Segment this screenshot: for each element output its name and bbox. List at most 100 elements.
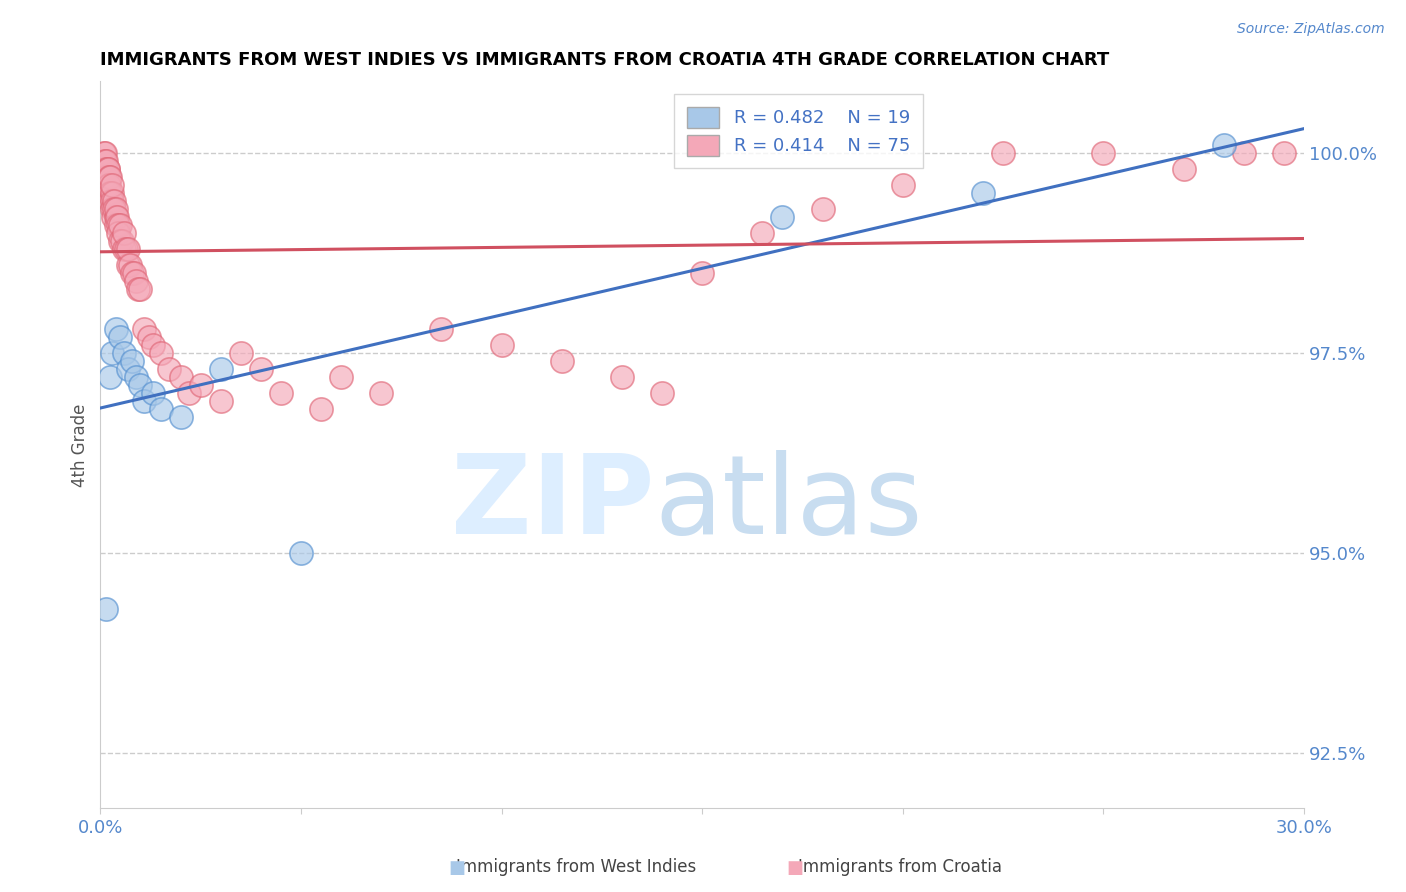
Point — [93, 162, 115, 177]
Point — [134, 322, 156, 336]
Point — [190, 378, 212, 392]
Point — [117, 242, 139, 256]
Point — [96, 170, 118, 185]
Point — [209, 362, 232, 376]
Point — [107, 218, 129, 232]
Point — [1233, 146, 1256, 161]
Point — [149, 346, 172, 360]
Point — [811, 202, 834, 217]
Text: ■: ■ — [786, 859, 803, 877]
Point — [103, 210, 125, 224]
Point — [111, 234, 134, 248]
Point — [91, 162, 114, 177]
Point — [491, 338, 513, 352]
Point — [110, 218, 132, 232]
Text: ■: ■ — [449, 859, 465, 877]
Point — [121, 266, 143, 280]
Point — [115, 242, 138, 256]
Point — [124, 266, 146, 280]
Point — [105, 202, 128, 217]
Point — [100, 194, 122, 209]
Point — [96, 154, 118, 169]
Point — [141, 386, 163, 401]
Point — [97, 186, 120, 201]
Point — [117, 362, 139, 376]
Text: ZIP: ZIP — [451, 450, 654, 557]
Point — [991, 146, 1014, 161]
Point — [94, 154, 117, 169]
Text: Source: ZipAtlas.com: Source: ZipAtlas.com — [1237, 22, 1385, 37]
Point — [112, 226, 135, 240]
Point — [97, 162, 120, 177]
Point — [157, 362, 180, 376]
Point — [127, 282, 149, 296]
Point — [120, 258, 142, 272]
Point — [129, 378, 152, 392]
Point — [101, 194, 124, 209]
Point — [112, 346, 135, 360]
Point — [610, 370, 633, 384]
Point — [110, 330, 132, 344]
Point — [1272, 146, 1295, 161]
Point — [97, 178, 120, 193]
Point — [129, 282, 152, 296]
Point — [169, 409, 191, 424]
Point — [651, 386, 673, 401]
Point — [309, 401, 332, 416]
Point — [138, 330, 160, 344]
Point — [104, 210, 127, 224]
Legend: R = 0.482    N = 19, R = 0.414    N = 75: R = 0.482 N = 19, R = 0.414 N = 75 — [675, 94, 922, 169]
Point — [107, 226, 129, 240]
Point — [101, 178, 124, 193]
Point — [551, 354, 574, 368]
Point — [97, 162, 120, 177]
Point — [98, 170, 121, 185]
Point — [110, 234, 132, 248]
Text: IMMIGRANTS FROM WEST INDIES VS IMMIGRANTS FROM CROATIA 4TH GRADE CORRELATION CHA: IMMIGRANTS FROM WEST INDIES VS IMMIGRANT… — [100, 51, 1109, 69]
Point — [100, 186, 122, 201]
Point — [1173, 162, 1195, 177]
Y-axis label: 4th Grade: 4th Grade — [72, 403, 89, 486]
Point — [125, 274, 148, 288]
Point — [169, 370, 191, 384]
Point — [690, 266, 713, 280]
Point — [100, 170, 122, 185]
Point — [330, 370, 353, 384]
Point — [93, 154, 115, 169]
Point — [134, 393, 156, 408]
Point — [141, 338, 163, 352]
Point — [772, 210, 794, 224]
Point — [101, 346, 124, 360]
Point — [103, 194, 125, 209]
Point — [94, 146, 117, 161]
Point — [96, 601, 118, 615]
Point — [100, 370, 122, 384]
Point — [370, 386, 392, 401]
Point — [93, 146, 115, 161]
Point — [105, 322, 128, 336]
Text: atlas: atlas — [654, 450, 922, 557]
Point — [121, 354, 143, 368]
Point — [100, 186, 122, 201]
Point — [430, 322, 453, 336]
Point — [209, 393, 232, 408]
Point — [250, 362, 273, 376]
Point — [290, 546, 312, 560]
Point — [751, 226, 773, 240]
Point — [96, 162, 118, 177]
Point — [1212, 138, 1234, 153]
Point — [972, 186, 994, 201]
Point — [105, 210, 128, 224]
Point — [101, 202, 124, 217]
Point — [117, 258, 139, 272]
Text: Immigrants from Croatia: Immigrants from Croatia — [797, 858, 1002, 876]
Point — [270, 386, 292, 401]
Point — [229, 346, 252, 360]
Point — [93, 170, 115, 185]
Point — [177, 386, 200, 401]
Point — [98, 178, 121, 193]
Point — [103, 202, 125, 217]
Text: Immigrants from West Indies: Immigrants from West Indies — [457, 858, 696, 876]
Point — [112, 242, 135, 256]
Point — [105, 218, 128, 232]
